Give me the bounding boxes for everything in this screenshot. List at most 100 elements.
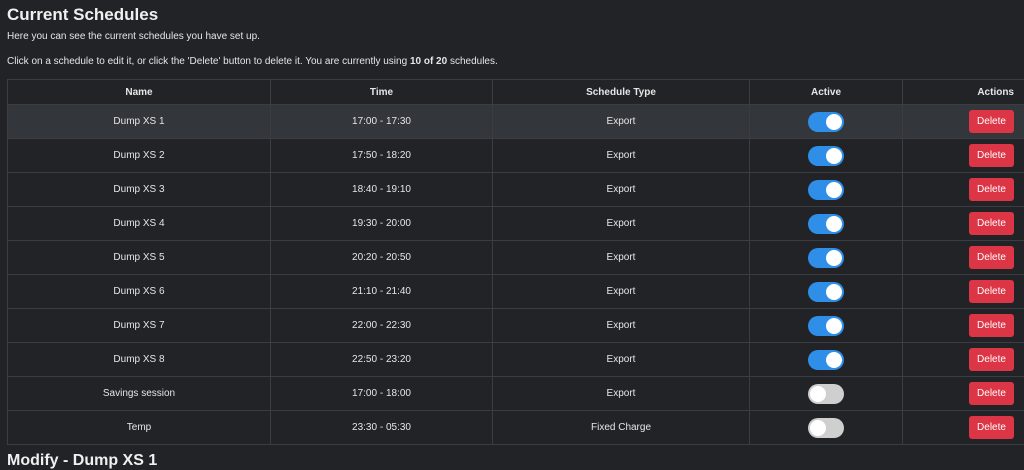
schedule-type: Export bbox=[493, 309, 750, 343]
table-row[interactable]: Dump XS 6 21:10 - 21:40 Export Delete bbox=[8, 275, 1024, 309]
schedule-type: Export bbox=[493, 377, 750, 411]
schedule-time: 17:50 - 18:20 bbox=[271, 139, 493, 173]
delete-button[interactable]: Delete bbox=[969, 110, 1014, 133]
actions-cell: Delete bbox=[903, 343, 1024, 377]
active-cell bbox=[750, 241, 903, 275]
active-cell bbox=[750, 309, 903, 343]
active-cell bbox=[750, 343, 903, 377]
delete-button[interactable]: Delete bbox=[969, 144, 1014, 167]
schedule-name: Savings session bbox=[8, 377, 271, 411]
schedule-type: Export bbox=[493, 275, 750, 309]
instr-pre: Click on a schedule to edit it, or click… bbox=[7, 56, 410, 67]
active-cell bbox=[750, 377, 903, 411]
schedule-name: Dump XS 3 bbox=[8, 173, 271, 207]
schedule-name: Dump XS 7 bbox=[8, 309, 271, 343]
active-cell bbox=[750, 207, 903, 241]
active-toggle[interactable] bbox=[808, 350, 844, 370]
toggle-knob bbox=[810, 420, 826, 436]
active-cell bbox=[750, 275, 903, 309]
modify-title: Modify - Dump XS 1 bbox=[7, 452, 157, 470]
toggle-knob bbox=[826, 250, 842, 266]
table-row[interactable]: Dump XS 8 22:50 - 23:20 Export Delete bbox=[8, 343, 1024, 377]
schedule-name: Dump XS 8 bbox=[8, 343, 271, 377]
schedule-type: Export bbox=[493, 105, 750, 139]
actions-cell: Delete bbox=[903, 241, 1024, 275]
actions-cell: Delete bbox=[903, 139, 1024, 173]
schedule-type: Export bbox=[493, 173, 750, 207]
schedule-name: Dump XS 6 bbox=[8, 275, 271, 309]
active-toggle[interactable] bbox=[808, 214, 844, 234]
table-row[interactable]: Dump XS 7 22:00 - 22:30 Export Delete bbox=[8, 309, 1024, 343]
table-row[interactable]: Dump XS 5 20:20 - 20:50 Export Delete bbox=[8, 241, 1024, 275]
table-row[interactable]: Dump XS 1 17:00 - 17:30 Export Delete bbox=[8, 105, 1024, 139]
col-active: Active bbox=[750, 80, 903, 105]
table-row[interactable]: Dump XS 3 18:40 - 19:10 Export Delete bbox=[8, 173, 1024, 207]
table-row[interactable]: Savings session 17:00 - 18:00 Export Del… bbox=[8, 377, 1024, 411]
schedule-name: Dump XS 2 bbox=[8, 139, 271, 173]
toggle-knob bbox=[826, 352, 842, 368]
intro-text: Here you can see the current schedules y… bbox=[7, 31, 260, 42]
schedule-time: 17:00 - 18:00 bbox=[271, 377, 493, 411]
schedule-name: Dump XS 4 bbox=[8, 207, 271, 241]
schedule-name: Dump XS 5 bbox=[8, 241, 271, 275]
active-toggle[interactable] bbox=[808, 316, 844, 336]
toggle-knob bbox=[826, 318, 842, 334]
actions-cell: Delete bbox=[903, 411, 1024, 445]
toggle-knob bbox=[826, 148, 842, 164]
schedule-type: Export bbox=[493, 139, 750, 173]
delete-button[interactable]: Delete bbox=[969, 280, 1014, 303]
schedule-type: Export bbox=[493, 343, 750, 377]
actions-cell: Delete bbox=[903, 309, 1024, 343]
col-name: Name bbox=[8, 80, 271, 105]
delete-button[interactable]: Delete bbox=[969, 246, 1014, 269]
schedule-type: Fixed Charge bbox=[493, 411, 750, 445]
active-cell bbox=[750, 173, 903, 207]
schedule-time: 20:20 - 20:50 bbox=[271, 241, 493, 275]
toggle-knob bbox=[826, 216, 842, 232]
table-row[interactable]: Dump XS 2 17:50 - 18:20 Export Delete bbox=[8, 139, 1024, 173]
active-cell bbox=[750, 105, 903, 139]
schedule-time: 17:00 - 17:30 bbox=[271, 105, 493, 139]
active-toggle[interactable] bbox=[808, 282, 844, 302]
actions-cell: Delete bbox=[903, 105, 1024, 139]
schedule-name: Temp bbox=[8, 411, 271, 445]
delete-button[interactable]: Delete bbox=[969, 314, 1014, 337]
active-toggle[interactable] bbox=[808, 112, 844, 132]
schedule-type: Export bbox=[493, 207, 750, 241]
active-toggle[interactable] bbox=[808, 180, 844, 200]
usage-count: 10 of 20 bbox=[410, 56, 447, 67]
delete-button[interactable]: Delete bbox=[969, 416, 1014, 439]
active-toggle[interactable] bbox=[808, 146, 844, 166]
active-toggle[interactable] bbox=[808, 384, 844, 404]
instructions-text: Click on a schedule to edit it, or click… bbox=[7, 56, 498, 67]
schedule-time: 19:30 - 20:00 bbox=[271, 207, 493, 241]
actions-cell: Delete bbox=[903, 173, 1024, 207]
actions-cell: Delete bbox=[903, 275, 1024, 309]
toggle-knob bbox=[810, 386, 826, 402]
toggle-knob bbox=[826, 284, 842, 300]
actions-cell: Delete bbox=[903, 377, 1024, 411]
schedule-type: Export bbox=[493, 241, 750, 275]
schedule-time: 21:10 - 21:40 bbox=[271, 275, 493, 309]
schedule-time: 22:50 - 23:20 bbox=[271, 343, 493, 377]
active-toggle[interactable] bbox=[808, 418, 844, 438]
table-row[interactable]: Dump XS 4 19:30 - 20:00 Export Delete bbox=[8, 207, 1024, 241]
schedule-name: Dump XS 1 bbox=[8, 105, 271, 139]
delete-button[interactable]: Delete bbox=[969, 348, 1014, 371]
delete-button[interactable]: Delete bbox=[969, 178, 1014, 201]
delete-button[interactable]: Delete bbox=[969, 212, 1014, 235]
active-cell bbox=[750, 139, 903, 173]
page-title: Current Schedules bbox=[7, 5, 158, 25]
schedule-time: 22:00 - 22:30 bbox=[271, 309, 493, 343]
toggle-knob bbox=[826, 182, 842, 198]
col-time: Time bbox=[271, 80, 493, 105]
schedule-time: 18:40 - 19:10 bbox=[271, 173, 493, 207]
active-toggle[interactable] bbox=[808, 248, 844, 268]
active-cell bbox=[750, 411, 903, 445]
col-actions: Actions bbox=[903, 80, 1024, 105]
actions-cell: Delete bbox=[903, 207, 1024, 241]
col-type: Schedule Type bbox=[493, 80, 750, 105]
table-row[interactable]: Temp 23:30 - 05:30 Fixed Charge Delete bbox=[8, 411, 1024, 445]
delete-button[interactable]: Delete bbox=[969, 382, 1014, 405]
toggle-knob bbox=[826, 114, 842, 130]
